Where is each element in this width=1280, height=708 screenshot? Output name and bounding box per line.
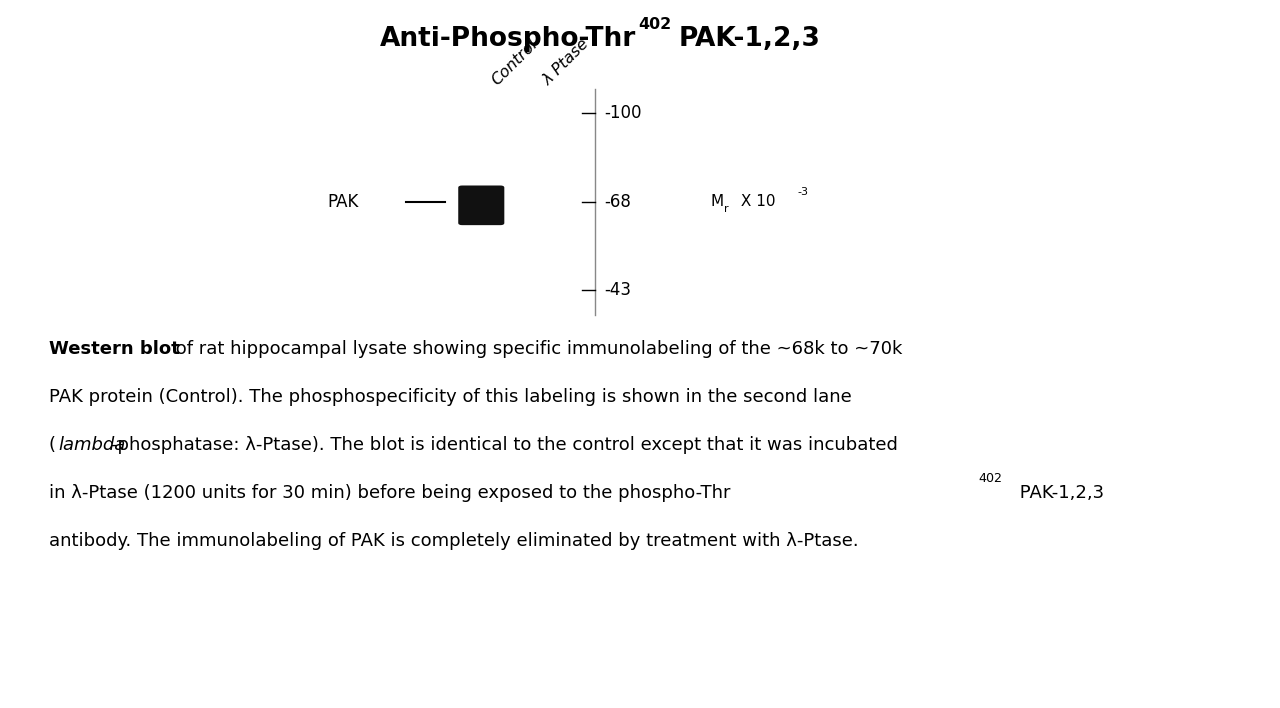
Text: in λ-Ptase (1200 units for 30 min) before being exposed to the phospho-Thr: in λ-Ptase (1200 units for 30 min) befor… [49,484,730,502]
Text: of rat hippocampal lysate showing specific immunolabeling of the ~68k to ~70k: of rat hippocampal lysate showing specif… [170,340,902,358]
Text: 402: 402 [978,472,1002,484]
Text: PAK: PAK [326,193,358,211]
Text: lambda: lambda [59,436,125,454]
Text: M: M [710,194,723,210]
Text: r: r [724,204,730,214]
Text: -43: -43 [604,281,631,299]
Text: antibody. The immunolabeling of PAK is completely eliminated by treatment with λ: antibody. The immunolabeling of PAK is c… [49,532,859,550]
Text: PAK protein (Control). The phosphospecificity of this labeling is shown in the s: PAK protein (Control). The phosphospecif… [49,388,851,406]
Text: Anti-Phospho-Thr: Anti-Phospho-Thr [380,26,636,52]
Text: (: ( [49,436,55,454]
Text: -phosphatase: λ-Ptase). The blot is identical to the control except that it was : -phosphatase: λ-Ptase). The blot is iden… [111,436,899,454]
Text: -3: -3 [797,187,809,197]
Text: -100: -100 [604,104,641,122]
Text: PAK-1,2,3: PAK-1,2,3 [678,26,820,52]
Text: Western blot: Western blot [49,340,179,358]
Text: PAK-1,2,3: PAK-1,2,3 [1014,484,1103,502]
FancyBboxPatch shape [458,185,504,225]
Text: 402: 402 [639,17,672,33]
Text: -68: -68 [604,193,631,211]
Text: λ Ptase: λ Ptase [540,37,591,88]
Text: X 10: X 10 [736,194,776,210]
Text: Control: Control [489,37,540,88]
